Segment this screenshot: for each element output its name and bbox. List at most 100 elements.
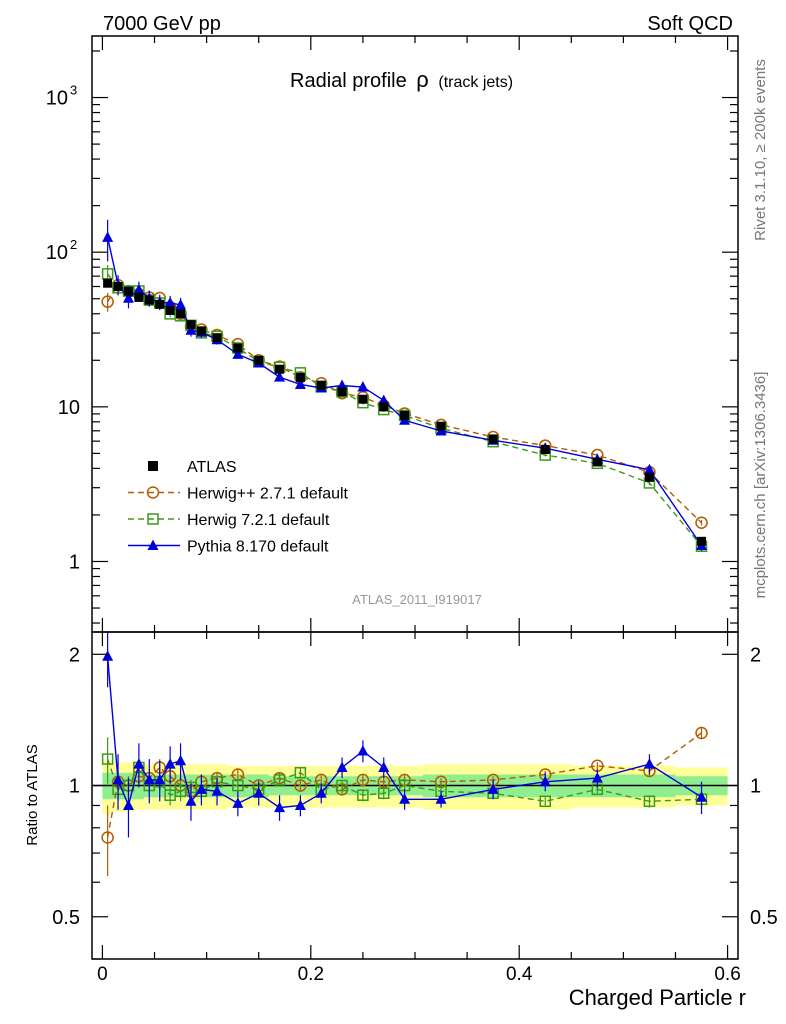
source-label: mcplots.cern.ch [arXiv:1306.3436] bbox=[752, 372, 769, 599]
ratio-tick-label-right: 2 bbox=[750, 644, 761, 666]
main-point bbox=[643, 463, 655, 475]
legend-item: Herwig++ 2.7.1 default bbox=[128, 486, 349, 503]
ratio-point bbox=[112, 773, 124, 785]
y-tick-label: 10 bbox=[46, 88, 68, 110]
chart-title-suffix: (track jets) bbox=[438, 74, 513, 91]
atlas-point bbox=[123, 286, 133, 296]
atlas-point bbox=[113, 281, 123, 291]
atlas-point bbox=[316, 380, 326, 390]
atlas-point bbox=[358, 394, 368, 404]
y-tick-exponent: 3 bbox=[70, 83, 77, 98]
chart-title-symbol: ρ bbox=[416, 67, 429, 92]
ratio-point bbox=[539, 775, 551, 787]
x-tick-label: 0 bbox=[97, 964, 108, 985]
ratio-point bbox=[122, 799, 134, 810]
ratio-point bbox=[133, 758, 145, 769]
ratio-point bbox=[273, 774, 286, 786]
ratio-point bbox=[487, 783, 499, 794]
ratio-point bbox=[101, 753, 114, 765]
atlas-point bbox=[488, 434, 498, 444]
atlas-point bbox=[186, 320, 196, 330]
ratio-point bbox=[696, 791, 708, 802]
ratio-tick-label-right: 1 bbox=[750, 776, 761, 798]
atlas-point bbox=[436, 421, 446, 431]
y-tick-label: 1 bbox=[69, 551, 80, 573]
main-point bbox=[175, 298, 187, 310]
ratio-point bbox=[154, 773, 166, 785]
x-axis-label: Charged Particle r bbox=[569, 985, 746, 1010]
ratio-point bbox=[643, 795, 656, 808]
ratio-point bbox=[143, 773, 155, 785]
ratio-point bbox=[175, 754, 187, 766]
legend-label: Herwig++ 2.7.1 default bbox=[187, 486, 349, 503]
rivet-label: Rivet 3.1.10, ≥ 200k events bbox=[752, 59, 769, 241]
ratio-tick-label: 1 bbox=[69, 776, 80, 798]
atlas-point bbox=[134, 292, 144, 302]
atlas-point bbox=[196, 326, 206, 336]
chart-title-main: Radial profile bbox=[290, 70, 407, 92]
legend-label: ATLAS bbox=[187, 459, 237, 476]
ratio-tick-label: 0.5 bbox=[52, 907, 80, 929]
legend: ATLAS Herwig++ 2.7.1 default Herwig 7.2.1 … bbox=[128, 459, 349, 556]
ratio-point bbox=[294, 779, 307, 792]
ratio-point bbox=[357, 745, 369, 756]
ratio-point bbox=[539, 795, 551, 808]
series-2 bbox=[101, 265, 708, 808]
ratio-tick-label-right: 0.5 bbox=[750, 907, 778, 929]
ratio-point bbox=[336, 779, 348, 792]
atlas-point bbox=[103, 278, 113, 288]
ratio-point bbox=[164, 758, 176, 769]
legend-label: Pythia 8.170 default bbox=[187, 539, 329, 556]
main-point bbox=[164, 296, 176, 308]
ratio-point bbox=[357, 789, 369, 801]
atlas-layer bbox=[103, 278, 707, 546]
atlas-point bbox=[295, 372, 305, 382]
main-point bbox=[357, 380, 369, 392]
main-point bbox=[185, 324, 197, 335]
legend-marker bbox=[146, 486, 160, 499]
header-right: Soft QCD bbox=[647, 13, 733, 35]
atlas-point bbox=[275, 364, 285, 374]
ratio-point bbox=[195, 783, 207, 794]
legend-item: ATLAS bbox=[148, 459, 237, 476]
ratio-tick-label: 2 bbox=[69, 644, 80, 666]
chart-title: Radial profile ρ (track jets) bbox=[290, 67, 513, 92]
ratio-axis-label: Ratio to ATLAS bbox=[24, 744, 41, 845]
atlas-point bbox=[176, 309, 186, 319]
legend-marker bbox=[147, 513, 159, 525]
atlas-point bbox=[644, 472, 654, 482]
main-point bbox=[102, 231, 114, 242]
ratio-point bbox=[232, 797, 244, 808]
atlas-point bbox=[254, 355, 264, 365]
y-tick-label: 10 bbox=[58, 397, 80, 419]
atlas-point bbox=[155, 299, 165, 309]
legend-label: Herwig 7.2.1 default bbox=[187, 512, 330, 529]
ratio-point bbox=[695, 726, 708, 740]
ratio-point bbox=[101, 831, 114, 844]
legend-marker bbox=[147, 539, 159, 550]
ratio-point bbox=[274, 801, 286, 813]
atlas-point bbox=[592, 457, 602, 467]
series-3 bbox=[102, 219, 708, 838]
main-point bbox=[378, 394, 390, 405]
x-tick-label: 0.6 bbox=[714, 964, 740, 985]
ratio-point bbox=[185, 795, 197, 806]
y-tick-exponent: 2 bbox=[70, 237, 77, 252]
atlas-point bbox=[165, 305, 175, 315]
legend-marker bbox=[148, 461, 158, 471]
ratio-point bbox=[315, 787, 327, 798]
atlas-point bbox=[212, 333, 222, 343]
main-point bbox=[294, 378, 306, 389]
main-point bbox=[122, 292, 134, 303]
ratio-bands bbox=[92, 760, 738, 815]
atlas-point bbox=[540, 444, 550, 454]
legend-item: Pythia 8.170 default bbox=[128, 539, 329, 556]
atlas-point bbox=[697, 536, 707, 546]
main-point bbox=[274, 371, 286, 382]
main-point bbox=[101, 295, 114, 308]
main-point bbox=[695, 516, 708, 529]
main-point bbox=[133, 283, 145, 295]
ratio-point bbox=[294, 766, 307, 779]
ratio-point bbox=[102, 650, 114, 661]
